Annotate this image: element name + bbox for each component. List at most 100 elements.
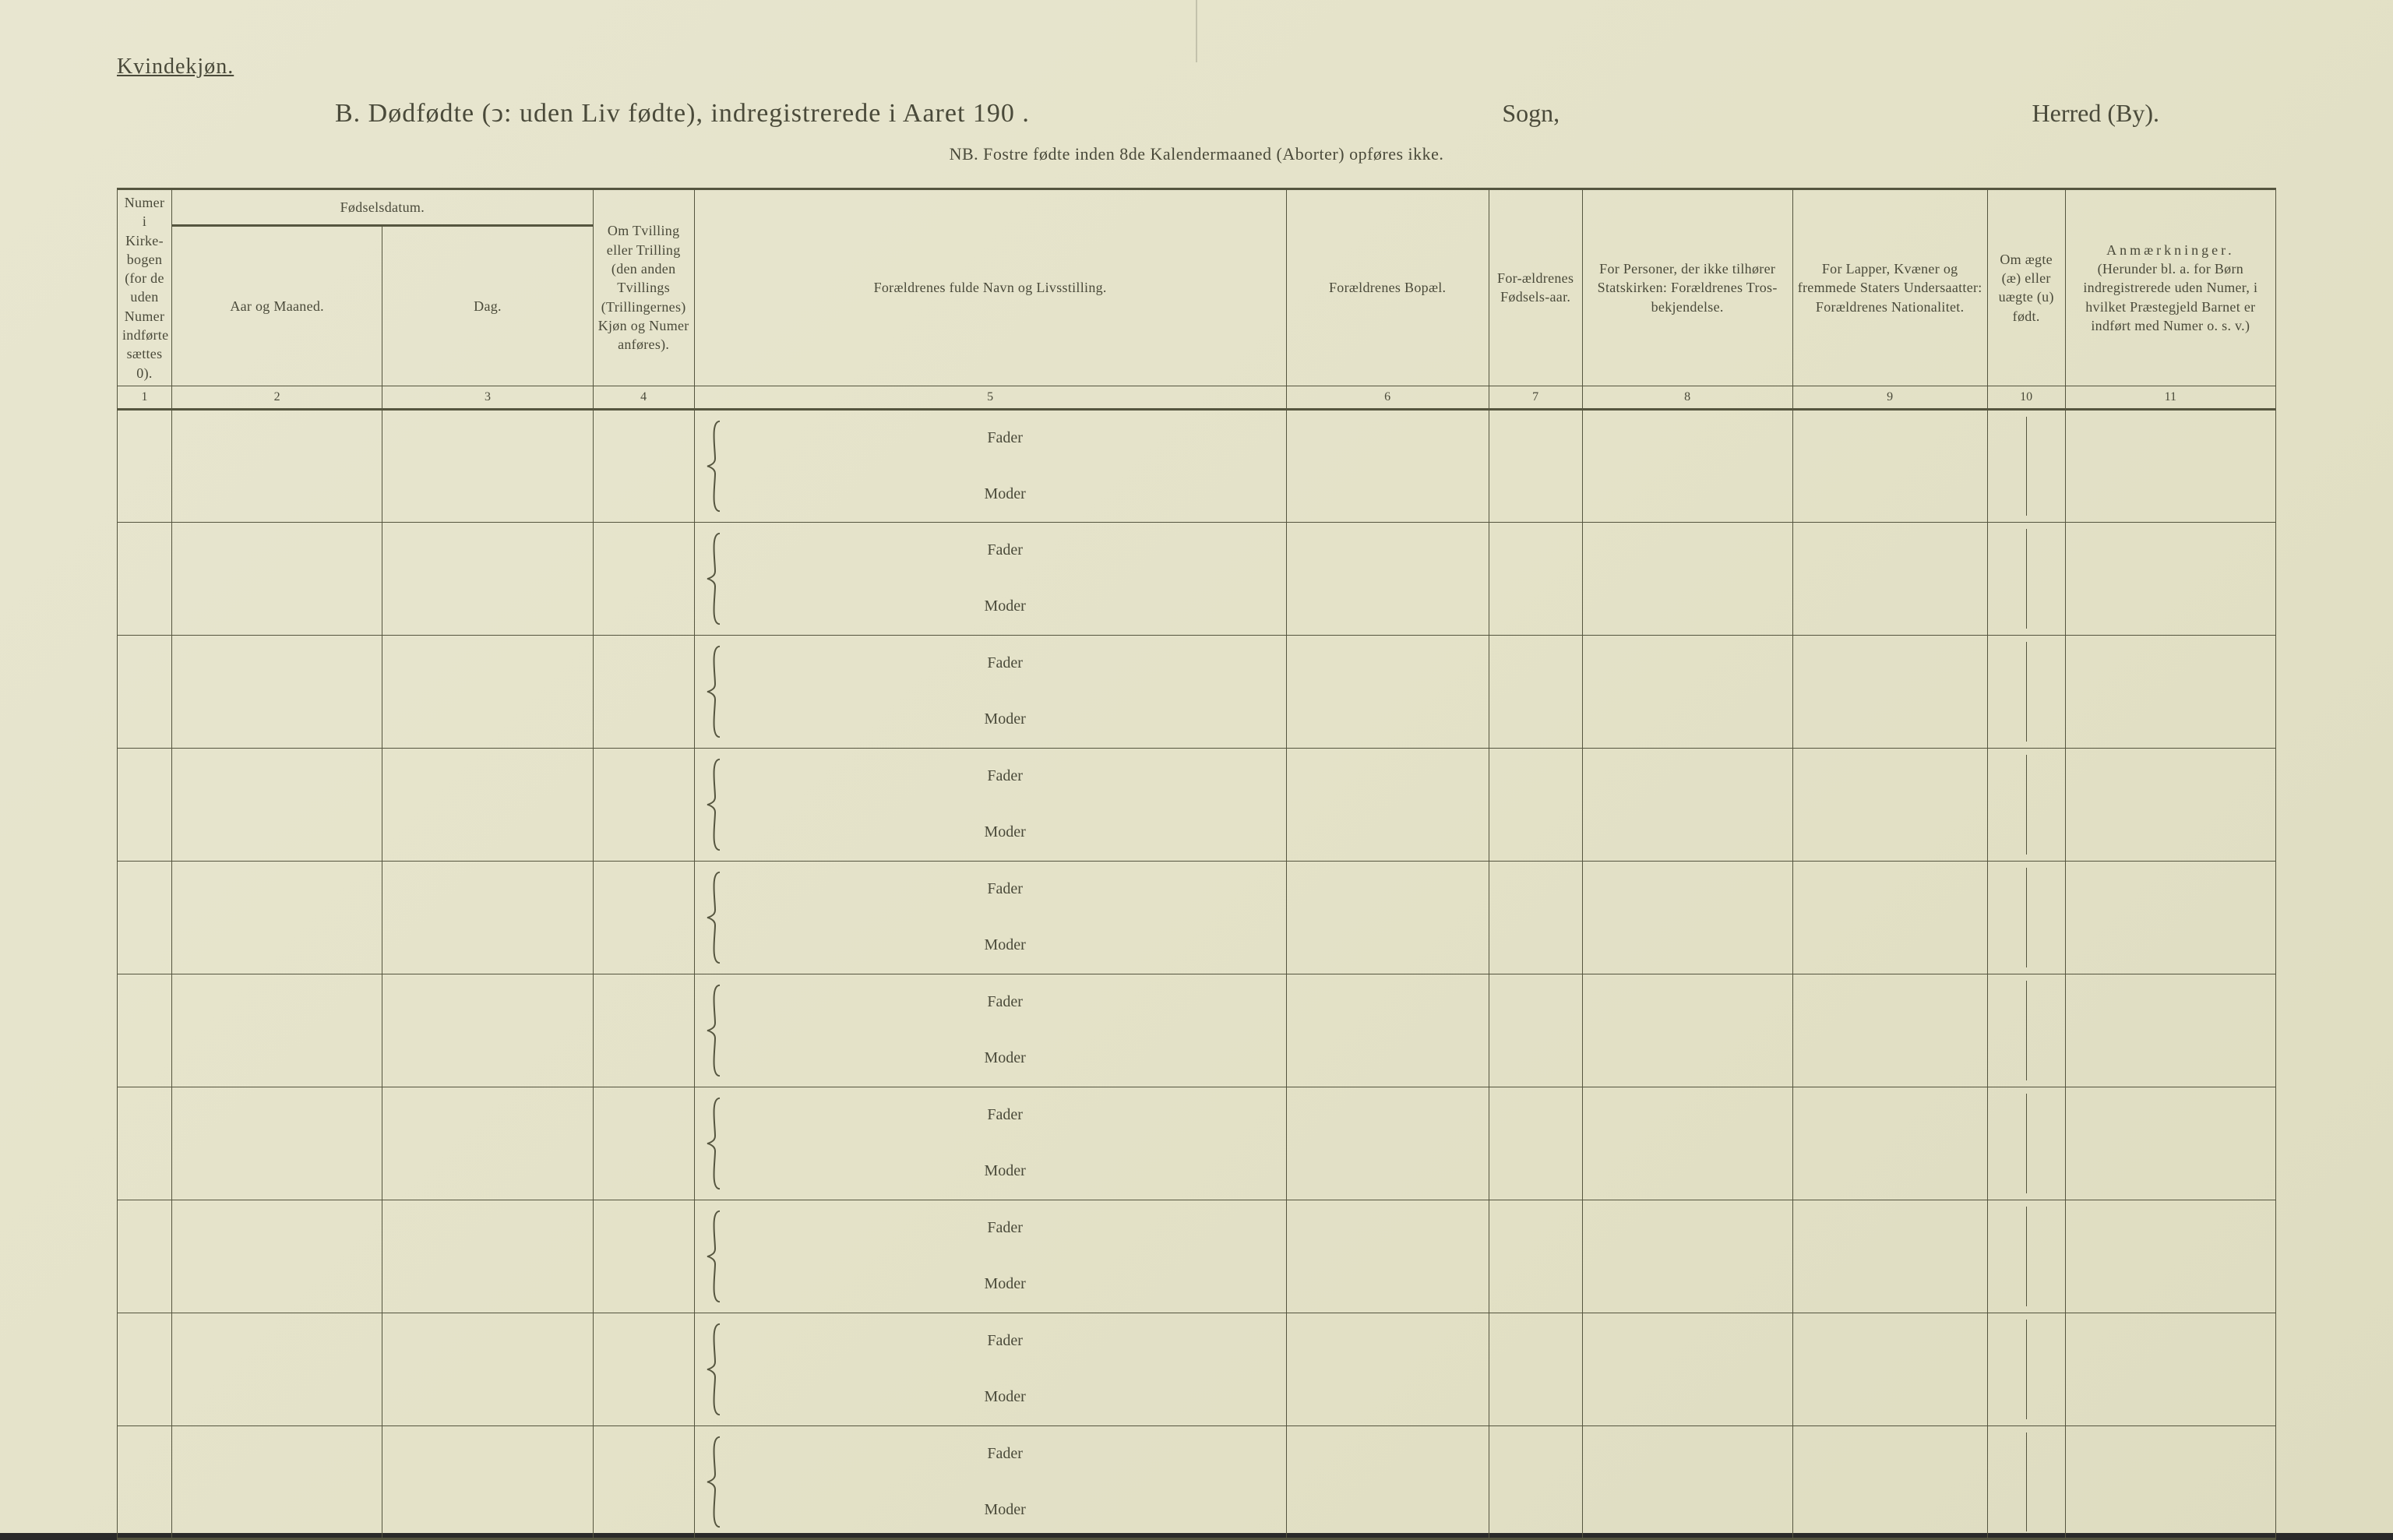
cell (1286, 861, 1489, 974)
cell (1489, 748, 1582, 861)
cell (1792, 635, 1987, 748)
cell (172, 1425, 382, 1538)
cell (118, 1087, 172, 1200)
cell (172, 974, 382, 1087)
col-header-9: For Lapper, Kvæner og fremmede Staters U… (1792, 189, 1987, 386)
cell (1582, 1313, 1792, 1425)
cell (118, 409, 172, 522)
cell (172, 1087, 382, 1200)
brace-icon (703, 1095, 726, 1192)
split-line (2026, 529, 2027, 629)
cell (172, 409, 382, 522)
brace-icon (703, 1434, 726, 1530)
cell (1987, 635, 2065, 748)
cell (1286, 1087, 1489, 1200)
brace-icon (703, 530, 726, 627)
cell (593, 522, 694, 635)
cell (118, 974, 172, 1087)
mother-label: Moder (734, 1049, 1277, 1067)
split-line (2026, 1094, 2027, 1193)
cell: Fader Moder (694, 748, 1286, 861)
brace-icon (703, 643, 726, 740)
father-label: Fader (734, 767, 1277, 785)
col-num-4: 4 (593, 386, 694, 409)
split-line (2026, 1320, 2027, 1419)
cell: Fader Moder (694, 974, 1286, 1087)
title-row: B. Dødfødte (ↄ: uden Liv fødte), indregi… (117, 99, 2276, 129)
mother-label: Moder (734, 1501, 1277, 1519)
cell (1987, 1200, 2065, 1313)
col-num-7: 7 (1489, 386, 1582, 409)
split-line (2026, 1207, 2027, 1306)
cell (1582, 522, 1792, 635)
brace-icon (703, 756, 726, 853)
cell (382, 1313, 593, 1425)
col-header-5: Forældrenes fulde Navn og Livsstilling. (694, 189, 1286, 386)
cell (1792, 748, 1987, 861)
cell (1286, 974, 1489, 1087)
table-row: Fader Moder (118, 409, 2276, 522)
cell (1582, 748, 1792, 861)
cell (1582, 409, 1792, 522)
col-header-10: Om ægte (æ) eller uægte (u) født. (1987, 189, 2065, 386)
sogn-label: Sogn, (1502, 99, 1560, 128)
father-label: Fader (734, 880, 1277, 898)
cell (382, 1425, 593, 1538)
cell: Fader Moder (694, 409, 1286, 522)
mother-label: Moder (734, 1388, 1277, 1406)
col-num-5: 5 (694, 386, 1286, 409)
subtitle: NB. Fostre fødte inden 8de Kalendermaane… (117, 144, 2276, 164)
cell (1582, 1200, 1792, 1313)
cell (1792, 1425, 1987, 1538)
mother-label: Moder (734, 1162, 1277, 1180)
cell (1286, 635, 1489, 748)
cell (593, 1200, 694, 1313)
brace-icon (703, 1321, 726, 1418)
cell (118, 635, 172, 748)
cell: Fader Moder (694, 522, 1286, 635)
father-label: Fader (734, 1219, 1277, 1237)
col-header-11-title: Anmærkninger. (2106, 242, 2235, 258)
cell (172, 1313, 382, 1425)
col-header-4: Om Tvilling eller Trilling (den anden Tv… (593, 189, 694, 386)
cell (2065, 861, 2275, 974)
cell (1489, 974, 1582, 1087)
cell (1489, 1425, 1582, 1538)
cell (1489, 522, 1582, 635)
cell (1582, 635, 1792, 748)
col-header-11-sub: (Herunder bl. a. for Børn indregistrered… (2083, 261, 2257, 333)
cell (382, 974, 593, 1087)
cell (1987, 409, 2065, 522)
cell (593, 1087, 694, 1200)
brace-icon (703, 869, 726, 966)
cell (1582, 974, 1792, 1087)
split-line (2026, 1433, 2027, 1531)
gender-label: Kvindekjøn. (117, 55, 2276, 79)
cell (593, 409, 694, 522)
cell (1987, 1313, 2065, 1425)
father-label: Fader (734, 654, 1277, 672)
cell (118, 522, 172, 635)
ledger-table: Numer i Kirke-bogen (for de uden Numer i… (117, 188, 2276, 1540)
col-num-2: 2 (172, 386, 382, 409)
father-label: Fader (734, 541, 1277, 559)
cell (382, 635, 593, 748)
cell (118, 1200, 172, 1313)
col-num-10: 10 (1987, 386, 2065, 409)
cell (1987, 748, 2065, 861)
mother-label: Moder (734, 485, 1277, 503)
col-header-8: For Personer, der ikke tilhører Statskir… (1582, 189, 1792, 386)
table-row: Fader Moder (118, 974, 2276, 1087)
col-num-6: 6 (1286, 386, 1489, 409)
brace-icon (703, 1208, 726, 1305)
cell (1286, 522, 1489, 635)
col-num-9: 9 (1792, 386, 1987, 409)
father-label: Fader (734, 1332, 1277, 1350)
table-row: Fader Moder (118, 1087, 2276, 1200)
col-header-2: Aar og Maaned. (172, 226, 382, 386)
cell (118, 1313, 172, 1425)
cell (1489, 1087, 1582, 1200)
col-header-11: Anmærkninger. (Herunder bl. a. for Børn … (2065, 189, 2275, 386)
col-num-3: 3 (382, 386, 593, 409)
cell (1582, 861, 1792, 974)
